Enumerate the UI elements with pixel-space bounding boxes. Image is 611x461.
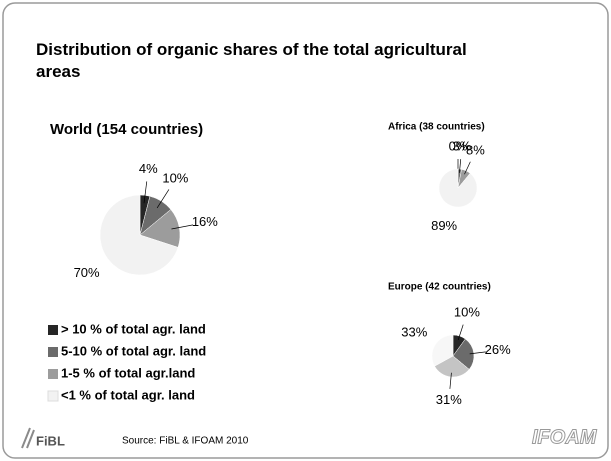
- source: Source: FiBL & IFOAM 2010: [122, 436, 249, 447]
- legend-swatch: [48, 325, 58, 335]
- value-label: 10%: [162, 171, 188, 186]
- leader-line: [156, 189, 170, 209]
- leader-line: [459, 159, 462, 173]
- legend-label: 1-5 % of total agr.land: [61, 365, 195, 380]
- value-label: 16%: [192, 214, 218, 229]
- pie-slice: [431, 334, 454, 367]
- pie-title: Africa (38 countries): [388, 122, 485, 133]
- leader-line: [171, 224, 194, 230]
- legend-label: 5-10 % of total agr. land: [61, 343, 206, 358]
- logo-left: FiBL: [36, 433, 65, 448]
- leader-line: [449, 372, 452, 389]
- leader-line: [464, 161, 471, 175]
- value-label: 8%: [466, 142, 485, 157]
- value-label: 3%: [452, 139, 471, 154]
- legend-swatch: [47, 390, 59, 402]
- leader-line: [457, 324, 464, 341]
- slide-title: Distribution of organic shares of the to…: [36, 40, 467, 59]
- legend-swatch: [48, 369, 58, 379]
- value-label: 33%: [401, 325, 427, 340]
- legend-label: > 10 % of total agr. land: [61, 321, 206, 336]
- value-label: 4%: [139, 161, 158, 176]
- value-label: 31%: [436, 392, 462, 407]
- leader-line: [469, 351, 486, 355]
- pie-title: World (154 countries): [50, 121, 203, 138]
- leader-line: [143, 181, 148, 204]
- legend-swatch: [48, 347, 58, 357]
- slide-title: areas: [36, 62, 80, 81]
- value-label: 0%: [449, 138, 468, 153]
- value-label: 89%: [431, 218, 457, 233]
- pie-title: Europe (42 countries): [388, 282, 491, 293]
- logo-icon: [21, 427, 35, 449]
- pie-slice: [438, 168, 478, 208]
- value-label: 26%: [485, 342, 511, 357]
- logo-right: IFOAM: [532, 426, 598, 448]
- value-label: 70%: [74, 265, 100, 280]
- legend-label: <1 % of total agr. land: [61, 387, 195, 402]
- value-label: 10%: [454, 305, 480, 320]
- pie-slice: [99, 194, 179, 276]
